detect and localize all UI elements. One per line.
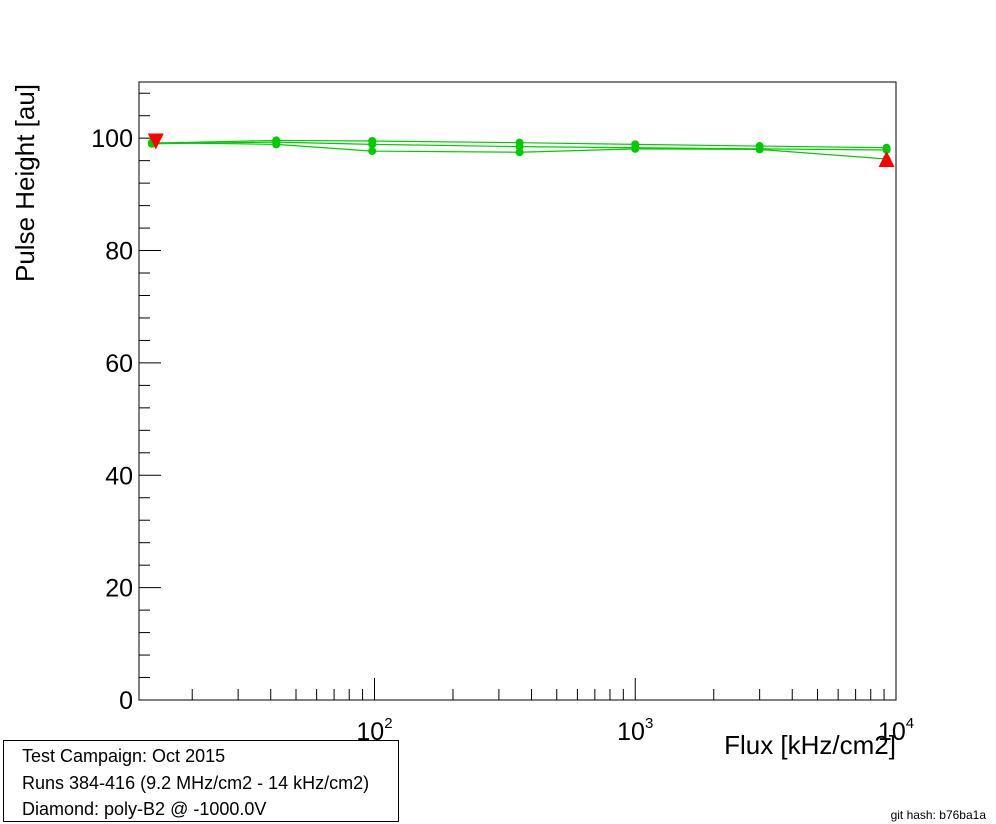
min-marker	[878, 150, 895, 167]
y-tick-label: 60	[105, 350, 133, 378]
y-axis-label: Pulse Height [au]	[10, 84, 40, 282]
extreme-markers	[147, 133, 895, 167]
x-axis-label: Flux [kHz/cm2]	[724, 730, 896, 760]
max-marker	[147, 133, 164, 150]
y-tick-label: 20	[105, 575, 133, 603]
diamond-label: Diamond: poly-B2 @ -1000.0V	[22, 799, 267, 819]
y-tick-label: 80	[105, 238, 133, 266]
data-point	[755, 145, 764, 154]
y-tick-label: 100	[91, 125, 133, 153]
x-axis: 102 103 104	[191, 678, 914, 746]
x-tick-label: 103	[617, 715, 653, 746]
runs-label: Runs 384-416 (9.2 MHz/cm2 - 14 kHz/cm2)	[22, 773, 370, 793]
info-box: Test Campaign: Oct 2015 Runs 384-416 (9.…	[3, 740, 399, 822]
data-point	[368, 147, 377, 156]
git-hash-label: git hash: b76ba1a	[890, 808, 986, 822]
campaign-label: Test Campaign: Oct 2015	[22, 746, 226, 766]
data-series	[147, 136, 891, 163]
data-point	[882, 145, 891, 154]
plot-frame	[138, 81, 897, 701]
y-tick-label: 0	[119, 687, 133, 715]
x-tick-label: 104	[878, 715, 914, 746]
data-point	[368, 140, 377, 149]
data-point	[515, 148, 524, 157]
y-axis: 0 20 40 60 80 100	[91, 92, 161, 715]
y-tick-label: 40	[105, 462, 133, 490]
data-point	[515, 142, 524, 151]
data-point	[272, 140, 281, 149]
data-point	[631, 144, 640, 153]
